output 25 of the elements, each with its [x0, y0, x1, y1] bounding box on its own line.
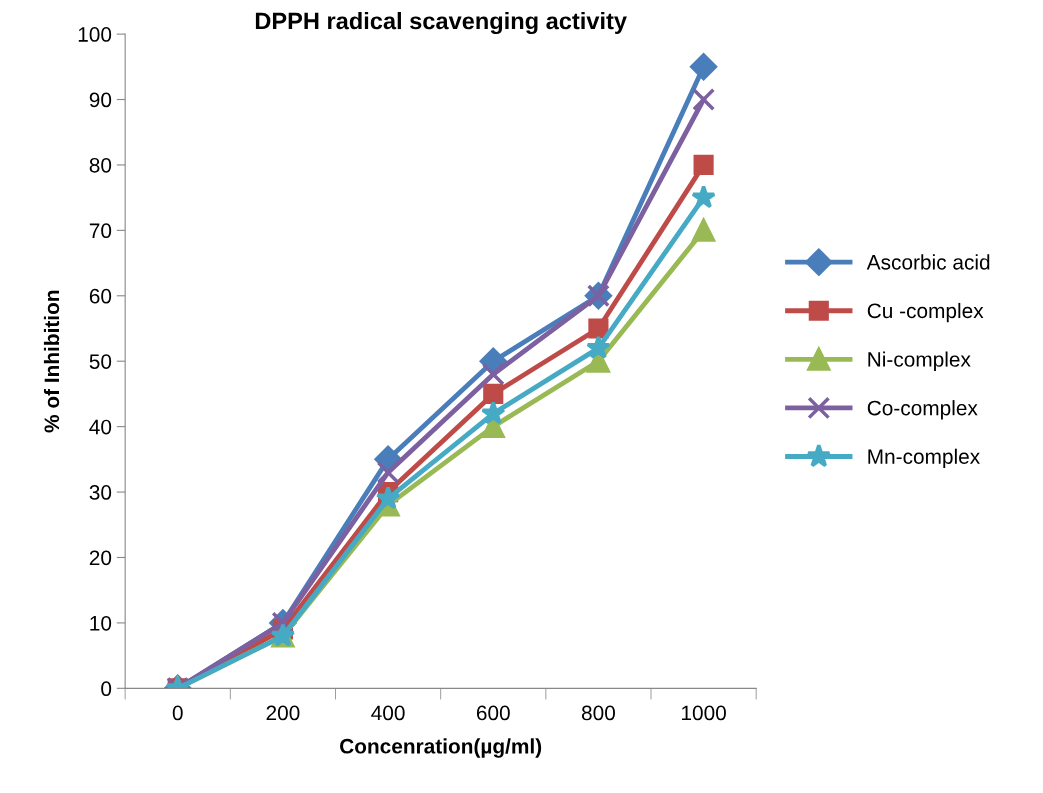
y-tick-label: 0 [101, 681, 112, 697]
y-tick-label: 30 [89, 485, 112, 500]
y-tick-label: 10 [90, 615, 112, 631]
y-tick-label: 90 [89, 92, 112, 108]
legend-label: Cu -complex [867, 302, 984, 323]
y-tick-label: 100 [78, 27, 112, 42]
legend-label: Mn-complex [868, 448, 980, 469]
x-tick-label: 200 [266, 705, 300, 721]
y-axis-title: % of Inhibition [43, 290, 60, 433]
x-tick-label: 800 [581, 705, 615, 721]
legend-label: Ni-complex [868, 351, 971, 371]
legend-label: Co-complex [867, 400, 978, 420]
x-axis-title: Concenration(µg/ml) [340, 738, 542, 758]
y-tick-label: 70 [89, 223, 112, 239]
y-tick-label: 60 [89, 288, 112, 304]
x-tick-label: 1000 [682, 705, 726, 721]
y-tick-label: 80 [89, 157, 112, 173]
chart-title: DPPH radical scavenging activity [255, 11, 627, 35]
y-tick-label: 20 [89, 550, 112, 566]
x-tick-label: 0 [172, 705, 183, 721]
legend-label: Ascorbic acid [866, 254, 990, 270]
x-tick-label: 400 [371, 705, 405, 721]
y-tick-label: 50 [89, 354, 112, 369]
x-tick-label: 600 [476, 705, 510, 721]
y-tick-label: 40 [89, 419, 112, 435]
